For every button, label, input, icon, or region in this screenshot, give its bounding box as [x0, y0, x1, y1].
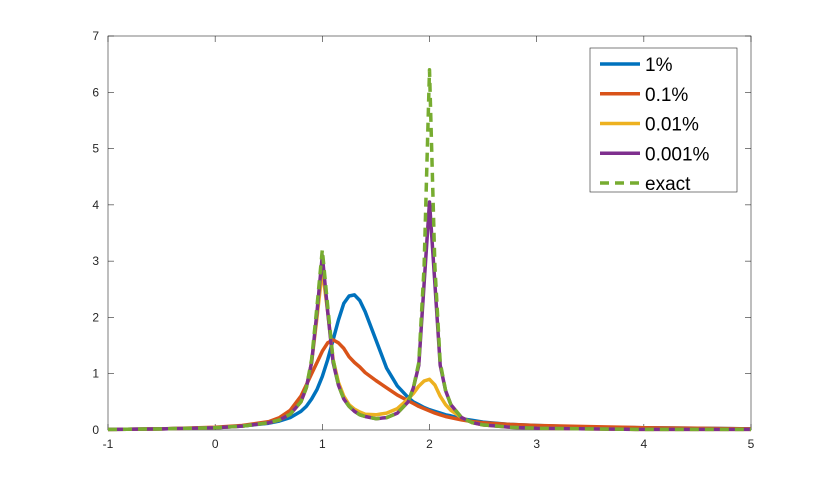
- y-tick-label: 3: [92, 254, 99, 268]
- x-tick-label: -1: [103, 437, 114, 451]
- x-tick-label: 4: [640, 437, 647, 451]
- x-tick-label: 0: [212, 437, 219, 451]
- x-tick-label: 3: [533, 437, 540, 451]
- y-tick-label: 1: [92, 367, 99, 381]
- legend-label: 1%: [645, 55, 673, 76]
- legend-label: exact: [645, 174, 691, 195]
- legend-label: 0.01%: [645, 115, 699, 136]
- legend-box: [589, 47, 738, 193]
- y-tick-label: 2: [92, 310, 99, 324]
- legend-label: 0.001%: [645, 144, 710, 165]
- legend-label: 0.1%: [645, 85, 688, 106]
- y-tick-label: 5: [92, 142, 99, 156]
- y-tick-label: 4: [92, 198, 99, 212]
- x-tick-label: 2: [426, 437, 433, 451]
- y-tick-label: 6: [92, 85, 99, 99]
- y-tick-label: 7: [92, 29, 99, 43]
- x-tick-label: 5: [748, 437, 755, 451]
- x-tick-label: 1: [319, 437, 326, 451]
- y-tick-label: 0: [92, 423, 99, 437]
- series-line: [107, 68, 751, 432]
